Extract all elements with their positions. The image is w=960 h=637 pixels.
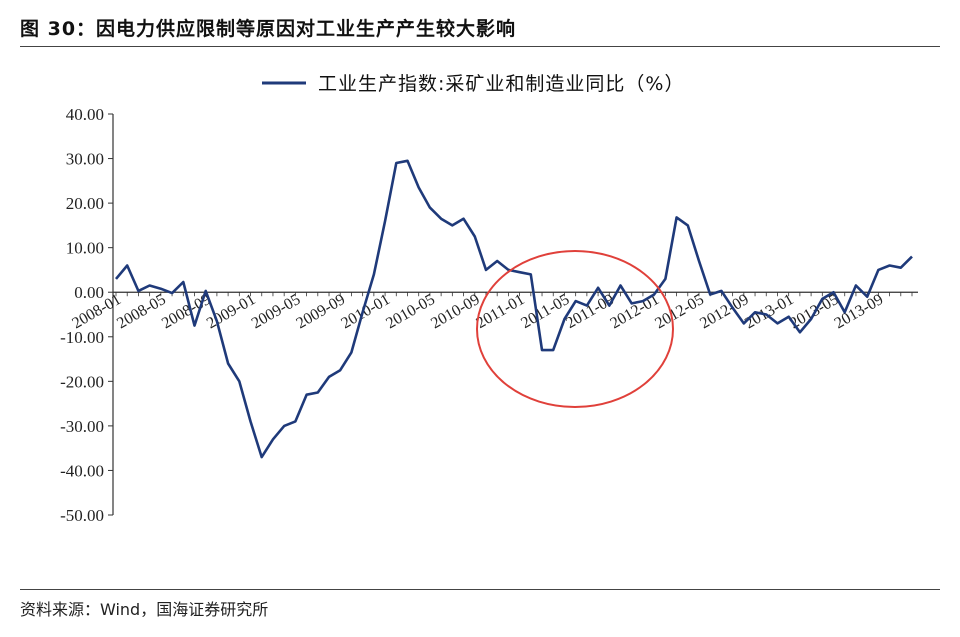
legend: 工业生产指数:采矿业和制造业同比（%）: [262, 73, 684, 95]
bottom-rule: [20, 589, 940, 590]
x-tick-label: 2013-09: [832, 291, 887, 332]
series-points: [115, 160, 913, 458]
y-tick-label: -30.00: [60, 417, 104, 436]
y-tick-label: 40.00: [66, 105, 104, 124]
y-axis: 40.00 30.00 20.00 10.00 0.00 -10.00 -20.00 -30.…: [60, 105, 114, 525]
x-tick-label: 2011-09: [563, 291, 617, 332]
x-tick-label: 2013-01: [742, 291, 797, 332]
y-tick-label: 10.00: [66, 239, 104, 258]
y-tick-label: 0.00: [74, 283, 104, 302]
series-line: [115, 159, 913, 459]
y-tick-label: -20.00: [60, 372, 104, 391]
x-axis: 2008-012008-052008-092009-012009-052009-…: [69, 291, 918, 332]
x-tick-label: 2010-01: [338, 291, 393, 332]
figure-title: 图 30：因电力供应限制等原因对工业生产产生较大影响: [20, 18, 517, 40]
x-tick-label: 2009-09: [294, 291, 349, 332]
y-tick-label: 30.00: [66, 150, 104, 169]
x-tick-label: 2008-05: [114, 291, 169, 332]
y-tick-label: -10.00: [60, 328, 104, 347]
y-tick-label: 20.00: [66, 194, 104, 213]
y-tick-label: -40.00: [60, 461, 104, 480]
x-tick-label: 2010-05: [383, 291, 438, 332]
x-tick-label: 2010-09: [428, 291, 483, 332]
x-tick-label: 2009-05: [249, 291, 304, 332]
legend-label: 工业生产指数:采矿业和制造业同比（%）: [318, 73, 684, 95]
y-tick-label: -50.00: [60, 506, 104, 525]
x-tick-label: 2011-05: [518, 291, 572, 332]
top-rule: [20, 46, 940, 47]
x-tick-label: 2012-01: [607, 291, 662, 332]
highlight-ellipse: [476, 250, 674, 408]
x-tick-label: 2011-01: [473, 291, 527, 332]
x-tick-label: 2012-05: [652, 291, 707, 332]
source-note: 资料来源：Wind，国海证券研究所: [20, 600, 269, 619]
